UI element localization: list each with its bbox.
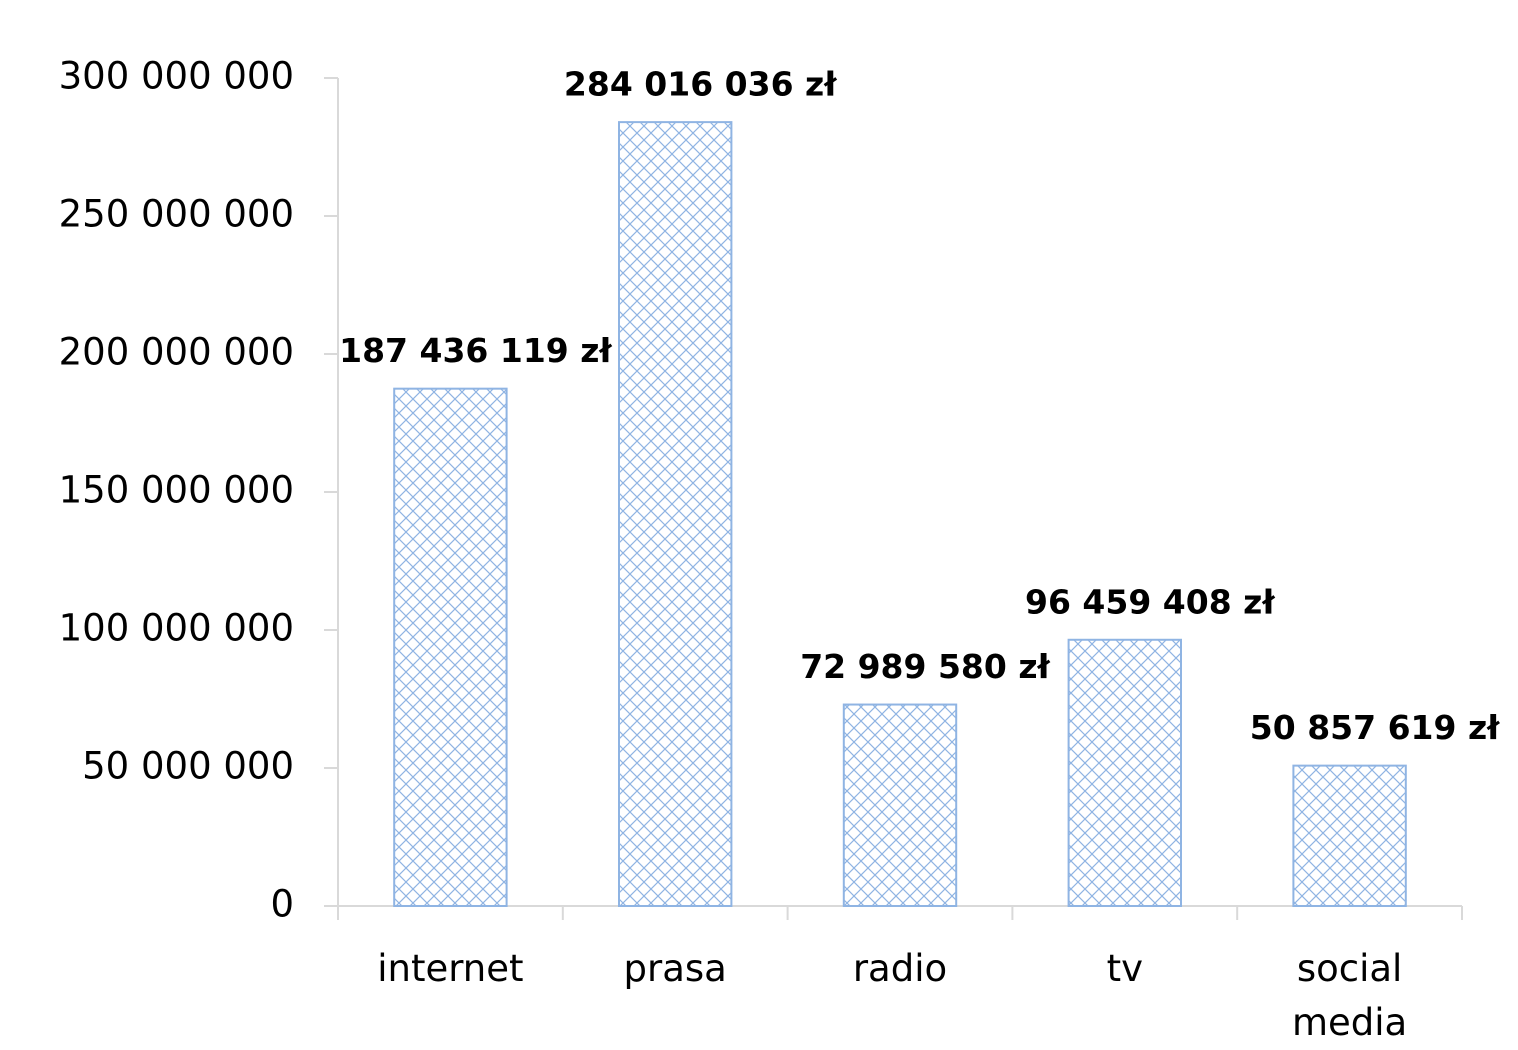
value-label: 96 459 408 zł bbox=[1025, 582, 1275, 621]
bar bbox=[618, 121, 733, 908]
value-label: 50 857 619 zł bbox=[1250, 708, 1500, 747]
y-tick-label: 50 000 000 bbox=[82, 745, 294, 788]
x-tick-label: internet bbox=[377, 947, 524, 990]
y-tick-label: 200 000 000 bbox=[59, 331, 294, 374]
y-tick-label: 150 000 000 bbox=[59, 469, 294, 512]
y-tick-label: 100 000 000 bbox=[59, 607, 294, 650]
x-tick-label: tv bbox=[1106, 947, 1143, 990]
bar bbox=[1067, 638, 1182, 907]
x-tick-label: prasa bbox=[623, 947, 727, 990]
y-tick-label: 0 bbox=[270, 883, 294, 926]
value-label: 284 016 036 zł bbox=[564, 65, 837, 104]
bar bbox=[1292, 764, 1407, 908]
y-tick-label: 250 000 000 bbox=[59, 193, 294, 236]
y-tick-label: 300 000 000 bbox=[59, 55, 294, 98]
x-tick-label: radio bbox=[852, 947, 948, 990]
bar bbox=[393, 387, 508, 907]
x-tick-label: social media bbox=[1291, 947, 1408, 1044]
value-label: 72 989 580 zł bbox=[800, 647, 1050, 686]
bar bbox=[842, 703, 958, 908]
value-label: 187 436 119 zł bbox=[339, 331, 612, 370]
